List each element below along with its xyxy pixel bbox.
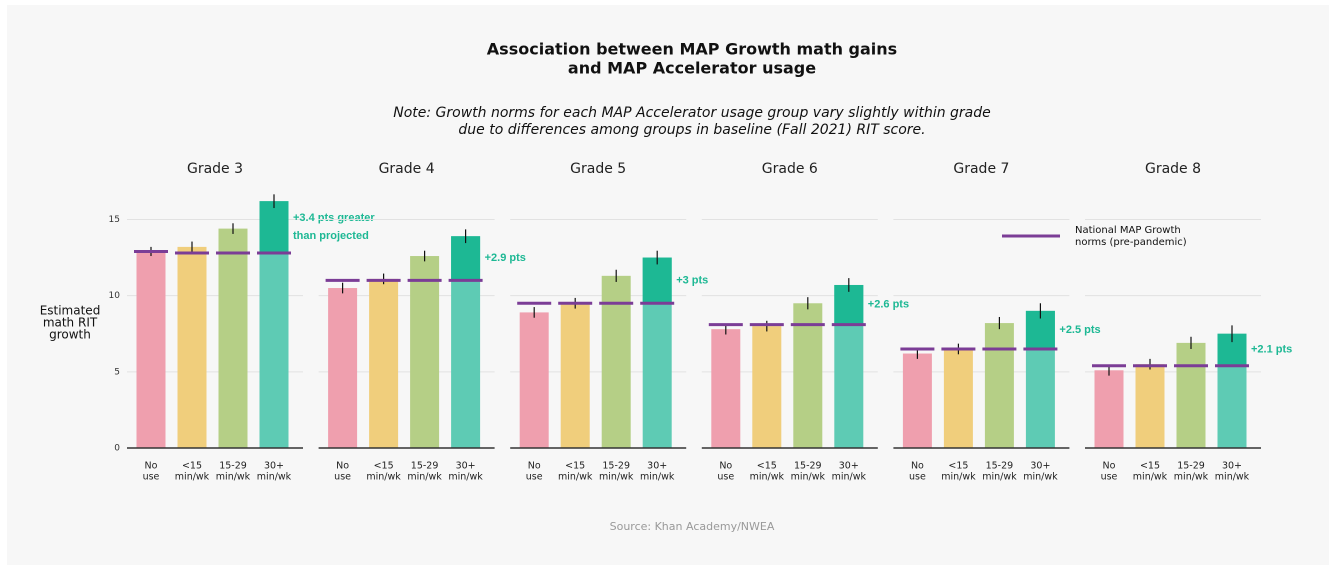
chart-title: Association between MAP Growth math gain… <box>487 40 897 59</box>
bar <box>984 323 1014 448</box>
gain-segment <box>259 201 289 253</box>
x-tick-label: 30+ <box>1222 461 1242 472</box>
annotation: +2.9 pts <box>485 252 526 264</box>
annotation: +2.1 pts <box>1251 344 1292 356</box>
legend-label: National MAP Growth <box>1075 225 1181 236</box>
x-tick-label: No <box>145 461 158 472</box>
x-tick-label: min/wk <box>216 472 251 483</box>
panel-title: Grade 8 <box>1145 161 1201 177</box>
bar <box>519 312 549 448</box>
bar <box>410 256 440 448</box>
x-tick-label: 15-29 <box>1177 461 1205 472</box>
x-tick-label: <15 <box>182 461 202 472</box>
bar <box>1094 370 1124 448</box>
x-tick-label: min/wk <box>366 472 401 483</box>
x-tick-label: min/wk <box>1023 472 1058 483</box>
x-tick-label: <15 <box>374 461 394 472</box>
panel-title: Grade 5 <box>570 161 626 177</box>
x-tick-label: 15-29 <box>986 461 1014 472</box>
annotation: +3.4 pts greater <box>293 212 375 224</box>
bar <box>752 326 782 448</box>
x-tick-label: min/wk <box>407 472 442 483</box>
panel-title: Grade 7 <box>953 161 1009 177</box>
y-tick-label: 5 <box>114 367 120 377</box>
gain-segment <box>451 236 481 281</box>
y-tick-label: 15 <box>109 215 120 225</box>
x-tick-label: min/wk <box>791 472 826 483</box>
annotation: +3 pts <box>676 274 708 286</box>
bar <box>136 251 166 448</box>
x-tick-label: use <box>1101 472 1118 483</box>
x-tick-label: No <box>336 461 349 472</box>
x-tick-label: No <box>911 461 924 472</box>
annotation: than projected <box>293 230 369 242</box>
x-tick-label: min/wk <box>832 472 867 483</box>
x-tick-label: min/wk <box>941 472 976 483</box>
bar <box>369 278 399 448</box>
bar <box>793 303 823 448</box>
x-tick-label: min/wk <box>1215 472 1250 483</box>
x-tick-label: 30+ <box>456 461 476 472</box>
y-axis-label: growth <box>49 328 91 342</box>
x-tick-label: 15-29 <box>794 461 822 472</box>
bar <box>218 228 248 448</box>
source: Source: Khan Academy/NWEA <box>610 520 775 533</box>
bar <box>711 329 741 448</box>
x-tick-label: min/wk <box>599 472 634 483</box>
x-tick-label: min/wk <box>1174 472 1209 483</box>
x-tick-label: min/wk <box>1133 472 1168 483</box>
y-axis-label: math RIT <box>43 316 98 330</box>
x-tick-label: use <box>717 472 734 483</box>
x-tick-label: 30+ <box>839 461 859 472</box>
x-tick-label: min/wk <box>982 472 1017 483</box>
note: due to differences among groups in basel… <box>458 122 925 138</box>
bar <box>1135 364 1165 448</box>
gain-segment <box>642 257 672 304</box>
x-tick-label: use <box>526 472 543 483</box>
y-tick-label: 10 <box>109 291 121 301</box>
panel-title: Grade 4 <box>379 161 435 177</box>
x-tick-label: 30+ <box>264 461 284 472</box>
x-tick-label: No <box>528 461 541 472</box>
x-tick-label: No <box>1103 461 1116 472</box>
y-tick-label: 0 <box>114 444 120 454</box>
chart-title: and MAP Accelerator usage <box>568 59 816 78</box>
x-tick-label: 15-29 <box>219 461 247 472</box>
x-tick-label: 15-29 <box>411 461 439 472</box>
x-tick-label: min/wk <box>558 472 593 483</box>
x-tick-label: min/wk <box>257 472 292 483</box>
legend-label: norms (pre-pandemic) <box>1075 237 1187 248</box>
y-axis-label: Estimated <box>40 304 101 318</box>
bar <box>328 288 358 448</box>
annotation: +2.6 pts <box>868 299 909 311</box>
x-tick-label: No <box>719 461 732 472</box>
x-tick-label: <15 <box>1140 461 1160 472</box>
bar <box>1176 342 1206 448</box>
x-tick-label: 30+ <box>1030 461 1050 472</box>
bar <box>943 348 973 448</box>
x-tick-label: min/wk <box>640 472 675 483</box>
x-tick-label: <15 <box>757 461 777 472</box>
x-tick-label: <15 <box>948 461 968 472</box>
x-tick-label: 15-29 <box>602 461 630 472</box>
x-tick-label: use <box>909 472 926 483</box>
x-tick-label: use <box>143 472 160 483</box>
bar <box>902 353 932 448</box>
panel-title: Grade 3 <box>187 161 243 177</box>
bar <box>560 303 590 448</box>
x-tick-label: use <box>334 472 351 483</box>
bar <box>177 246 207 448</box>
x-tick-label: min/wk <box>448 472 483 483</box>
panel-title: Grade 6 <box>762 161 818 177</box>
annotation: +2.5 pts <box>1059 324 1100 336</box>
x-tick-label: <15 <box>565 461 585 472</box>
x-tick-label: min/wk <box>750 472 785 483</box>
note: Note: Growth norms for each MAP Accelera… <box>393 105 991 121</box>
bar <box>601 275 631 448</box>
x-tick-label: 30+ <box>647 461 667 472</box>
x-tick-label: min/wk <box>175 472 210 483</box>
